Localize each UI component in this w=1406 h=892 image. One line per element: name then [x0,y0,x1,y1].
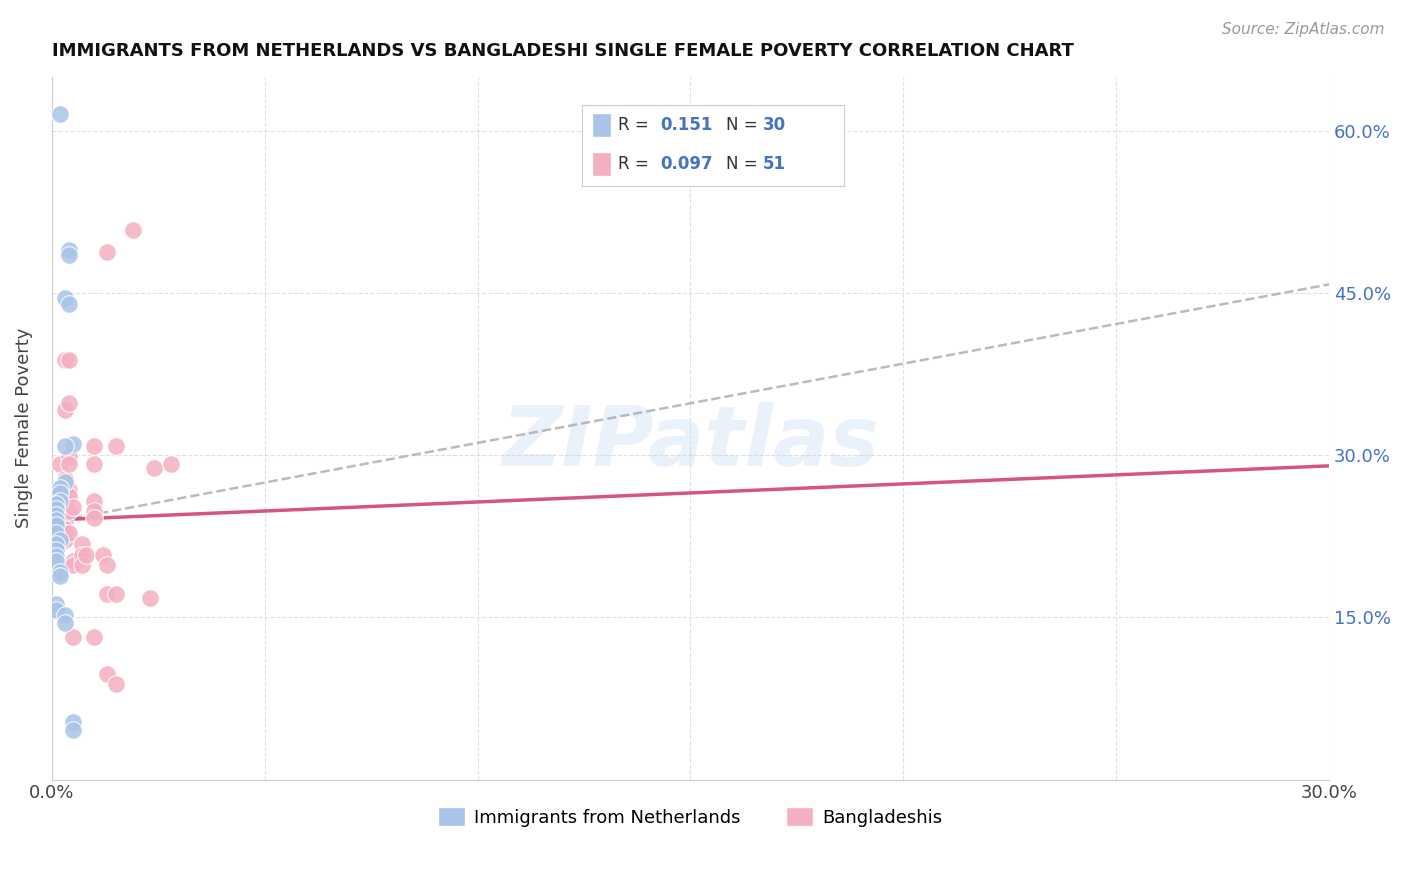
Point [104,586,127,600]
Point [45,537,67,551]
Point [96,244,118,259]
Point [62,500,84,514]
Point [45,513,67,527]
Point [83,457,105,471]
Point [83,493,105,508]
Point [45,603,67,617]
Point [53,472,76,486]
Point [45,497,67,511]
Point [53,440,76,454]
Point [49,481,72,495]
Point [83,504,105,518]
Point [49,522,72,536]
Point [53,608,76,623]
Point [62,630,84,644]
Point [53,615,76,630]
Point [53,489,76,503]
Y-axis label: Single Female Poverty: Single Female Poverty [15,328,32,528]
Text: Source: ZipAtlas.com: Source: ZipAtlas.com [1222,22,1385,37]
Point [96,558,118,573]
Point [58,296,80,310]
Point [104,440,127,454]
Point [49,533,72,547]
Point [49,107,72,121]
Point [62,723,84,737]
Point [70,537,93,551]
Point [53,533,76,547]
Point [138,591,160,605]
Point [45,554,67,568]
Point [53,526,76,541]
Point [62,558,84,573]
Point [49,565,72,579]
Point [45,502,67,516]
Point [45,526,67,541]
Point [49,486,72,500]
Point [58,450,80,465]
Point [142,461,165,475]
Point [53,500,76,514]
Point [49,511,72,525]
Point [58,483,80,497]
Point [83,440,105,454]
Point [58,396,80,410]
Point [96,666,118,681]
Point [58,489,80,503]
Text: ZIPatlas: ZIPatlas [502,401,879,483]
Point [53,353,76,368]
Point [91,548,114,562]
Point [62,554,84,568]
Point [58,457,80,471]
Point [53,515,76,529]
Point [53,475,76,490]
Point [104,677,127,691]
Point [45,500,67,514]
Point [58,526,80,541]
Point [58,504,80,518]
Point [49,457,72,471]
Point [45,598,67,612]
Legend: Immigrants from Netherlands, Bangladeshis: Immigrants from Netherlands, Bangladeshi… [432,800,949,834]
Point [58,248,80,262]
Point [75,548,97,562]
Point [45,518,67,533]
Point [70,548,93,562]
Text: IMMIGRANTS FROM NETHERLANDS VS BANGLADESHI SINGLE FEMALE POVERTY CORRELATION CHA: IMMIGRANTS FROM NETHERLANDS VS BANGLADES… [52,42,1074,60]
Point [53,291,76,305]
Point [45,515,67,529]
Point [96,586,118,600]
Point [58,353,80,368]
Point [121,223,143,237]
Point [70,558,93,573]
Point [58,243,80,257]
Point [45,543,67,558]
Point [160,457,183,471]
Point [45,549,67,563]
Point [83,630,105,644]
Point [49,569,72,583]
Point [45,526,67,541]
Point [45,508,67,522]
Point [49,493,72,508]
Point [62,715,84,730]
Point [53,402,76,417]
Point [49,486,72,500]
Point [83,511,105,525]
Point [45,504,67,518]
Point [53,522,76,536]
Point [62,437,84,451]
